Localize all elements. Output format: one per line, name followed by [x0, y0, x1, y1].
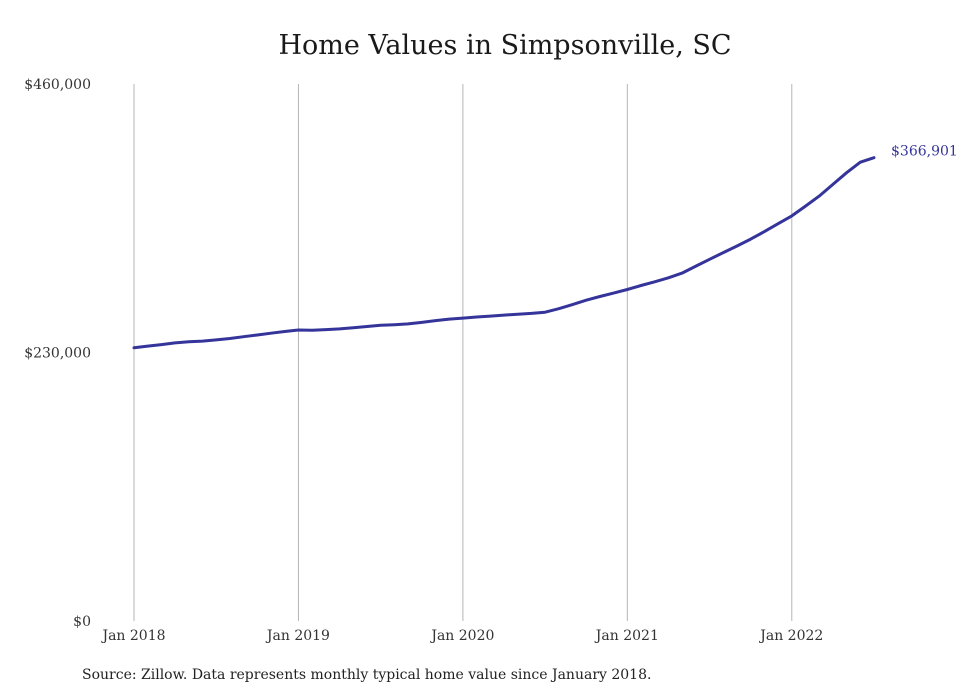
x-tick-label: Jan 2020: [429, 628, 494, 644]
vertical-gridlines: [133, 84, 793, 621]
y-tick-label: $0: [73, 614, 91, 630]
chart-title: Home Values in Simpsonville, SC: [278, 30, 732, 61]
end-value-label: $366,901: [891, 144, 958, 160]
y-axis-ticks: $0 $230,000 $460,000: [24, 77, 91, 630]
y-tick-label: $230,000: [24, 346, 91, 362]
y-tick-label: $460,000: [24, 77, 91, 93]
source-note: Source: Zillow. Data represents monthly …: [82, 667, 652, 683]
line-chart: $0$230,000$460,000 Jan 2018 Jan 2019 Jan 2…: [24, 77, 958, 644]
home-value-line: [132, 156, 876, 350]
x-tick-label: Jan 2018: [100, 628, 165, 644]
x-tick-label: Jan 2021: [594, 628, 659, 644]
x-axis-ticks: Jan 2018 Jan 2019 Jan 2020 Jan 2021 Jan 2022: [100, 628, 823, 644]
x-tick-label: Jan 2022: [758, 628, 823, 644]
x-tick-label: Jan 2019: [265, 628, 330, 644]
